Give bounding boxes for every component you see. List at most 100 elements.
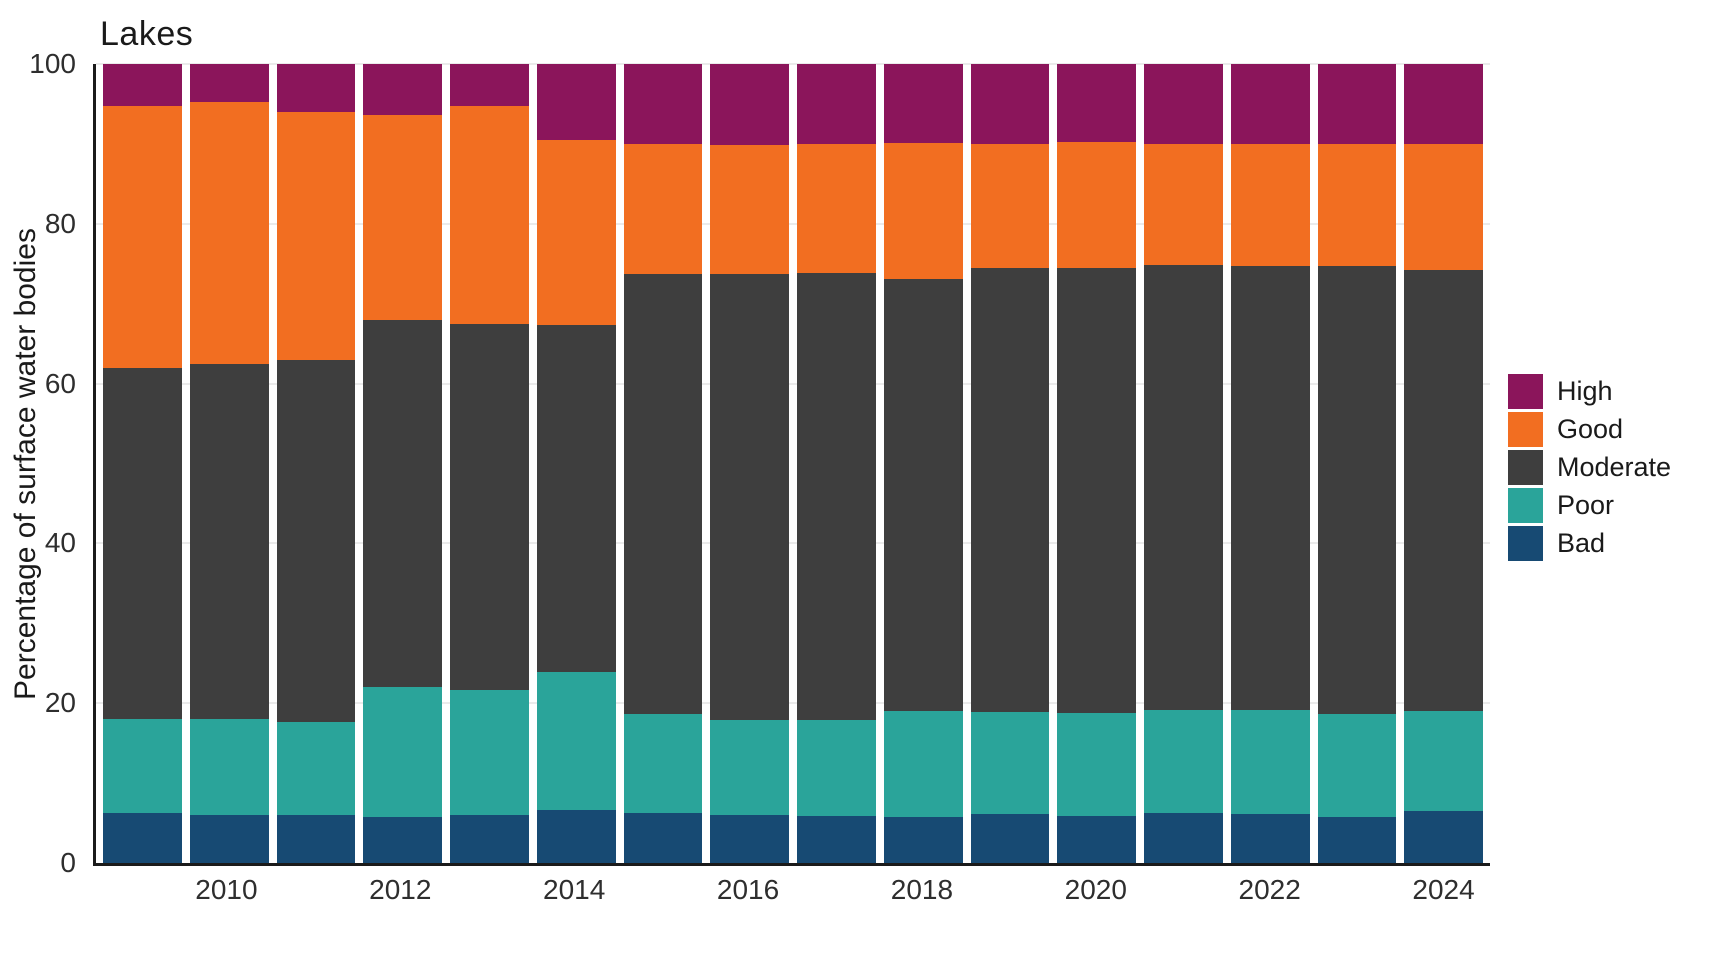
- bar-segment-moderate-2023: [1317, 266, 1397, 715]
- bar-segment-moderate-2015: [623, 274, 703, 715]
- legend-label-high: High: [1557, 376, 1613, 406]
- y-tick-label-80: 80: [44, 207, 76, 239]
- bar-segment-good-2016: [710, 144, 789, 275]
- bar-segment-bad-2021: [1144, 813, 1223, 863]
- x-tick-spacer: [100, 874, 179, 906]
- bar-segment-poor-2016: [710, 719, 789, 816]
- bar-segment-moderate-2017: [797, 273, 876, 720]
- bar-segment-high-2014: [536, 64, 616, 140]
- bar-segment-poor-2021: [1144, 709, 1223, 814]
- x-tick-label-2010: 2010: [195, 874, 258, 905]
- x-axis-tick-labels: 2010 2012 2014 2016 2018 2020 2022 2024: [93, 874, 1490, 906]
- legend-item-moderate: Moderate: [1508, 450, 1671, 485]
- bar-segment-high-2021: [1144, 64, 1223, 144]
- bars-container: [96, 64, 1490, 863]
- x-tick-spacer: [969, 874, 1048, 906]
- bar-segment-good-2015: [623, 143, 703, 275]
- bar-segment-high-2016: [710, 64, 789, 145]
- bar-segment-moderate-2012: [363, 319, 442, 688]
- x-tick-spacer: [274, 874, 353, 906]
- bar-segment-good-2022: [1230, 143, 1310, 267]
- bar-segment-high-2015: [623, 64, 703, 144]
- bar-segment-bad-2023: [1317, 816, 1397, 863]
- x-tick-spacer: [622, 874, 701, 906]
- x-tick-label-2012: 2012: [369, 874, 432, 905]
- bar-segment-high-2011: [276, 64, 356, 112]
- bar-segment-bad-2016: [710, 815, 789, 863]
- bar-segment-bad-2020: [1057, 815, 1136, 863]
- x-tick-label-2014: 2014: [543, 874, 606, 905]
- bar-segment-good-2011: [276, 111, 356, 361]
- legend-swatch-poor: [1508, 488, 1543, 523]
- bar-segment-high-2019: [970, 64, 1050, 144]
- bar-segment-bad-2014: [536, 810, 616, 863]
- legend-item-good: Good: [1508, 412, 1671, 447]
- bar-segment-poor-2015: [623, 714, 703, 813]
- x-tick-label-2018: 2018: [890, 874, 954, 905]
- legend: High Good Moderate Poor Bad: [1508, 374, 1671, 561]
- bar-segment-poor-2024: [1404, 711, 1483, 812]
- chart-title: Lakes: [100, 15, 194, 53]
- legend-swatch-good: [1508, 412, 1543, 447]
- y-tick-label-40: 40: [44, 527, 76, 559]
- legend-label-poor: Poor: [1557, 490, 1615, 520]
- bar-segment-good-2024: [1404, 143, 1483, 271]
- bar-segment-moderate-2014: [536, 325, 616, 673]
- bar-segment-high-2010: [189, 64, 269, 103]
- bar-2024: [1404, 64, 1483, 863]
- bar-segment-bad-2011: [276, 815, 356, 863]
- y-tick-label-60: 60: [44, 367, 76, 399]
- bar-segment-good-2021: [1144, 143, 1223, 265]
- bar-segment-high-2017: [797, 64, 876, 144]
- x-tick-label-2020: 2020: [1064, 874, 1127, 905]
- bar-segment-bad-2022: [1230, 814, 1310, 863]
- bar-segment-bad-2024: [1404, 811, 1483, 863]
- bar-2017: [797, 64, 876, 863]
- bar-segment-high-2012: [363, 64, 442, 116]
- bar-segment-moderate-2022: [1230, 266, 1310, 711]
- bar-segment-moderate-2020: [1057, 267, 1136, 713]
- bar-2021: [1144, 64, 1223, 863]
- legend-label-moderate: Moderate: [1557, 452, 1672, 482]
- bar-segment-high-2023: [1317, 64, 1397, 144]
- bar-segment-moderate-2009: [103, 368, 182, 720]
- bar-segment-high-2009: [103, 64, 182, 107]
- bar-segment-moderate-2010: [189, 363, 269, 720]
- bar-segment-good-2023: [1317, 143, 1397, 267]
- bar-2016: [710, 64, 789, 863]
- bar-segment-moderate-2011: [276, 360, 356, 723]
- x-tick-label-2022: 2022: [1238, 874, 1301, 905]
- bar-segment-bad-2009: [103, 813, 182, 863]
- bar-segment-moderate-2019: [970, 267, 1050, 712]
- bar-segment-moderate-2013: [450, 323, 529, 690]
- bar-segment-bad-2013: [450, 815, 529, 863]
- legend-label-bad: Bad: [1557, 528, 1606, 558]
- bar-segment-poor-2018: [883, 711, 963, 817]
- bar-segment-good-2009: [103, 106, 182, 369]
- x-tick-label-2024: 2024: [1412, 874, 1475, 905]
- bar-segment-moderate-2016: [710, 274, 789, 720]
- x-tick-spacer: [1143, 874, 1222, 906]
- y-axis-tick-labels: 0 20 40 60 80 100: [0, 48, 84, 878]
- gridline-100: [96, 63, 1490, 65]
- bar-segment-poor-2010: [189, 719, 269, 816]
- bar-2018: [883, 64, 963, 863]
- bar-2011: [276, 64, 356, 863]
- bar-2015: [623, 64, 703, 863]
- x-tick-spacer: [1317, 874, 1396, 906]
- bar-segment-poor-2017: [797, 719, 876, 816]
- bar-2009: [103, 64, 182, 863]
- plot-area: [93, 63, 1490, 866]
- bar-segment-poor-2009: [103, 719, 182, 814]
- legend-swatch-moderate: [1508, 450, 1543, 485]
- x-tick-spacer: [448, 874, 527, 906]
- bar-2014: [536, 64, 616, 863]
- bar-segment-poor-2020: [1057, 712, 1136, 816]
- x-tick-spacer: [796, 874, 875, 906]
- bar-segment-moderate-2018: [883, 278, 963, 712]
- bar-segment-bad-2010: [189, 815, 269, 863]
- bar-2012: [363, 64, 442, 863]
- bar-segment-poor-2013: [450, 689, 529, 816]
- legend-swatch-high: [1508, 374, 1543, 409]
- gridline-40: [96, 542, 1490, 545]
